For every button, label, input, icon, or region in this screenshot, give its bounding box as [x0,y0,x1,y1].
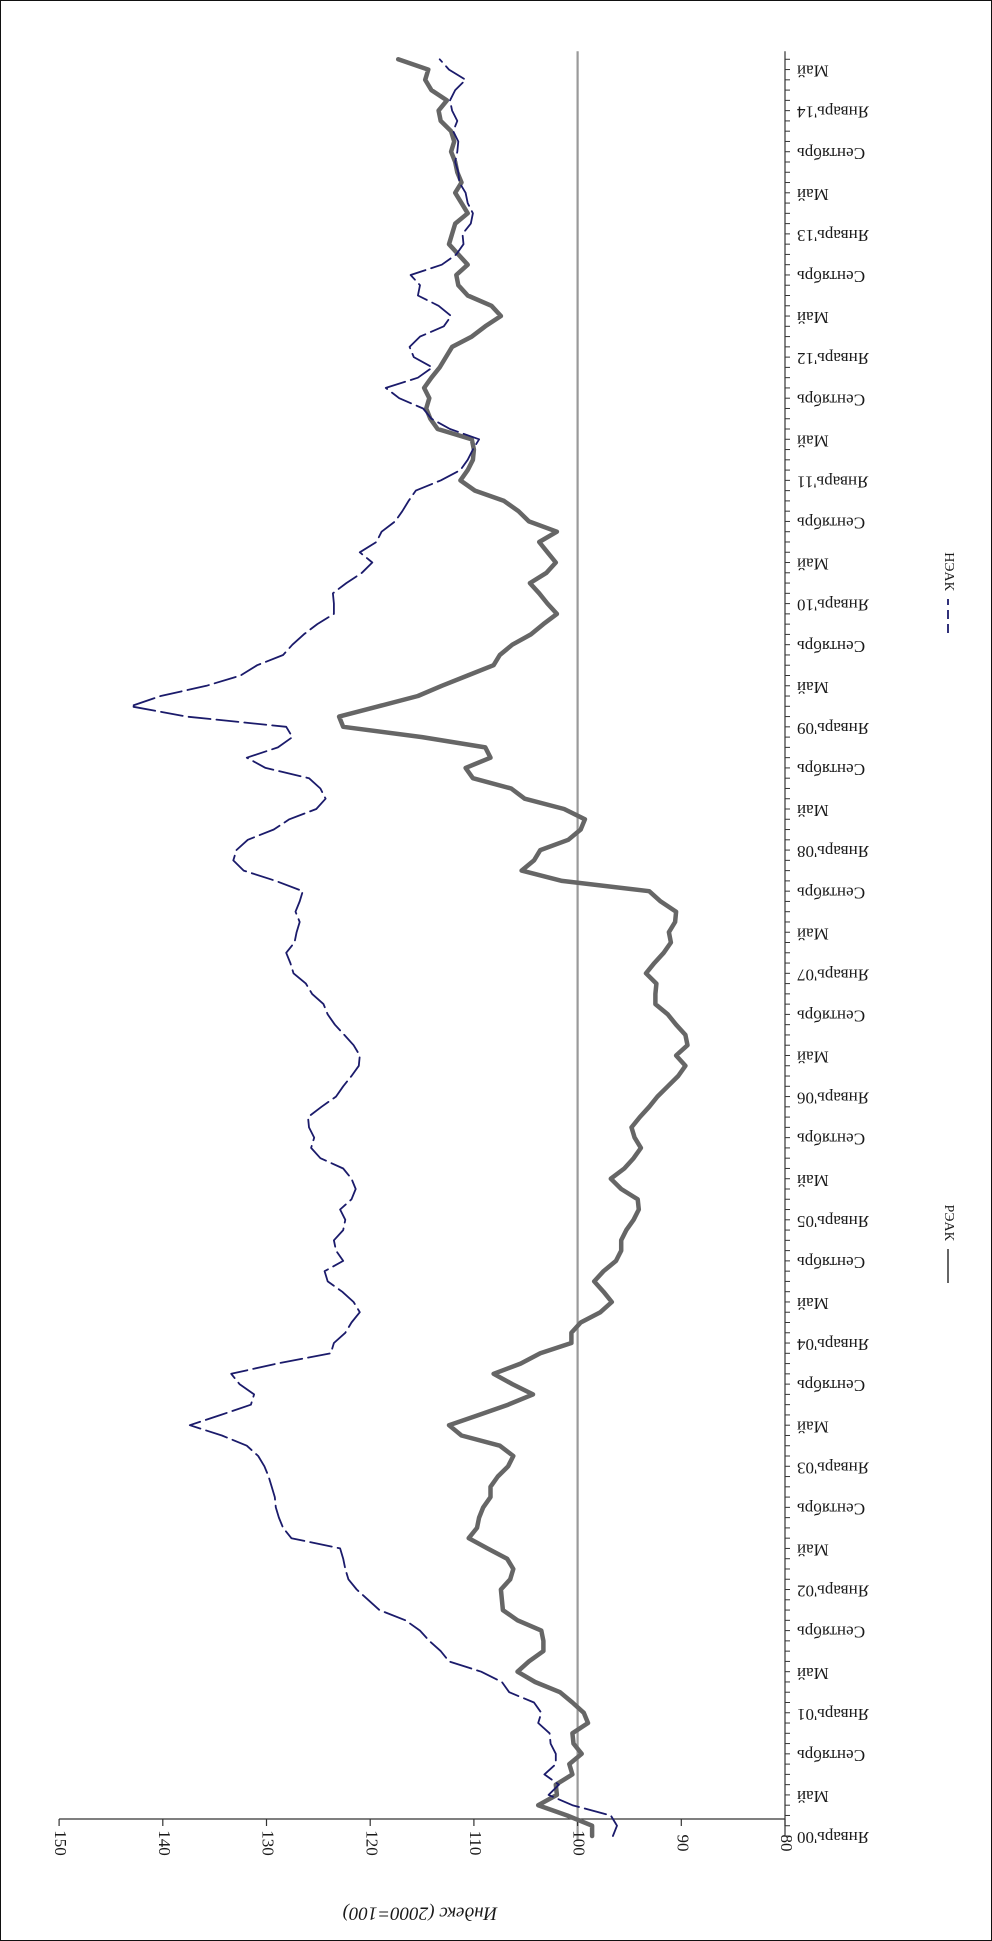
month-tick-label: Сентябрь [797,883,865,902]
series-line-reak [336,57,690,1839]
month-tick-label: Май [797,1048,829,1067]
month-tick-label: Май [797,431,829,450]
month-tick-label: Январь'06 [797,1089,869,1108]
month-tick-label: Январь'07 [797,965,870,984]
month-tick-label: Сентябрь [797,760,865,779]
month-tick-label: Январь'01 [797,1705,869,1724]
legend-entry-neak: НЭАК [941,552,956,633]
value-tick-label: 80 [777,1835,796,1852]
y-axis-title: Индекс (2000=100) [343,1903,499,1924]
legend-label: РЭАК [941,1205,956,1242]
month-tick-label: Сентябрь [797,144,865,163]
month-tick-label: Май [797,801,829,820]
legend: РЭАК НЭАК [941,552,956,1283]
series-layer [129,57,690,1839]
month-tick-label: Сентябрь [797,1746,865,1765]
value-tick-label: 90 [673,1835,692,1852]
month-tick-label: Январь'02 [797,1582,869,1601]
month-tick-label: Сентябрь [797,514,865,533]
month-tick-label: Январь'12 [797,349,869,368]
month-tick-label: Сентябрь [797,390,865,409]
x-axis: Январь'00 Май Сентябрь Январь'01 Май Сентябрь… [784,51,870,1847]
month-tick-label: Сентябрь [797,1623,865,1642]
month-tick-label: Май [797,1787,829,1806]
month-tick-label: Январь'11 [797,472,868,491]
month-tick-label: Январь'08 [797,842,869,861]
month-tick-label: Май [797,1417,829,1436]
month-tick-label: Май [797,308,829,327]
month-tick-label: Январь'00 [797,1828,869,1847]
value-tick-label: 100 [570,1830,589,1856]
value-tick-label: 130 [259,1830,278,1856]
month-tick-label: Май [797,678,829,697]
y-axis: 80 90 100 110 120 130 140 150 [51,1818,796,1856]
value-tick-label: 150 [51,1830,70,1856]
month-tick-label: Май [797,185,829,204]
month-tick-label: Май [797,1541,829,1560]
month-tick-label: Сентябрь [797,1130,865,1149]
month-tick-label: Сентябрь [797,267,865,286]
month-tick-label: Май [797,1294,829,1313]
month-tick-label: Январь'09 [797,719,869,738]
month-tick-label: Январь'14 [797,103,870,122]
month-tick-label: Сентябрь [797,1376,865,1395]
month-tick-label: Май [797,924,829,943]
month-tick-label: Май [797,62,829,81]
value-tick-label: 140 [155,1830,174,1856]
value-tick-label: 120 [362,1830,381,1856]
month-tick-label: Сентябрь [797,1253,865,1272]
series-line-neak [129,58,618,1837]
month-tick-label: Май [797,1664,829,1683]
legend-label: НЭАК [941,552,956,591]
month-tick-label: Сентябрь [797,1006,865,1025]
legend-entry-reak: РЭАК [941,1205,956,1283]
value-tick-label: 110 [466,1831,485,1856]
month-tick-label: Январь'04 [797,1335,870,1354]
month-tick-label: Январь'03 [797,1458,869,1477]
month-tick-label: Январь'13 [797,226,869,245]
month-tick-label: Сентябрь [797,1499,865,1518]
month-tick-label: Сентябрь [797,637,865,656]
month-tick-label: Май [797,1171,829,1190]
month-tick-label: Май [797,555,829,574]
month-tick-label: Январь'05 [797,1212,869,1231]
month-tick-label: Январь'10 [797,596,869,615]
